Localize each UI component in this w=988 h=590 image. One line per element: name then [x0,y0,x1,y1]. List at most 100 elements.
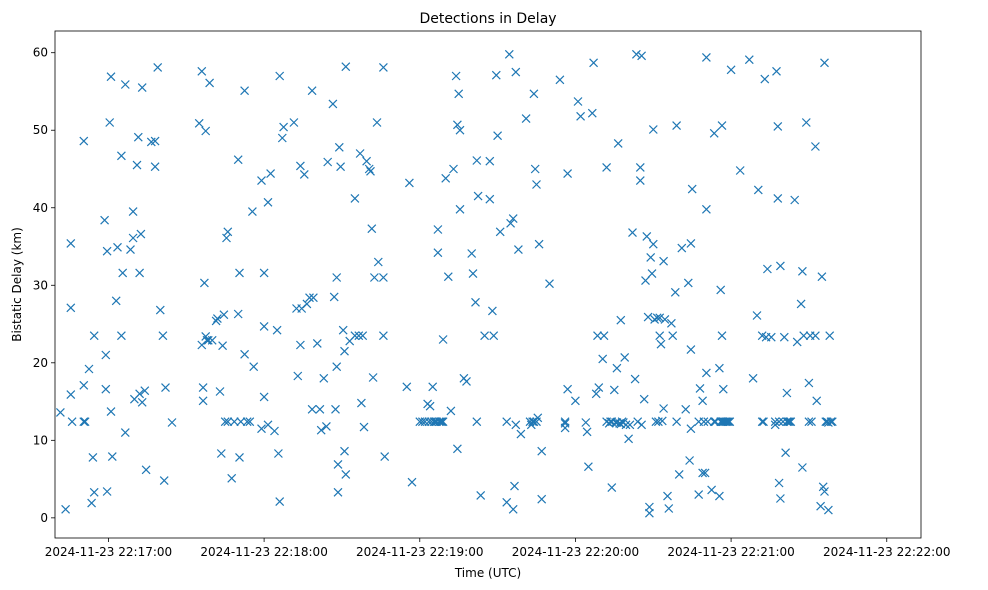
data-point-x-marker [366,166,375,176]
data-point-x-marker [717,121,727,131]
data-point-x-marker [441,173,451,183]
data-point-x-marker [455,204,465,214]
data-point-x-marker [820,58,829,68]
data-point-x-marker [656,339,666,349]
data-point-x-marker [582,427,592,437]
data-point-x-marker [599,331,609,341]
data-point-x-marker [229,417,239,427]
data-point-x-marker [508,504,518,514]
data-point-x-marker [407,477,417,487]
data-point-x-marker [153,62,163,72]
data-point-x-marker [616,315,626,325]
data-point-x-marker [340,446,349,456]
data-point-x-marker [451,71,461,81]
data-point-x-marker [773,193,783,203]
data-point-x-marker [775,261,785,271]
data-point-x-marker [436,417,445,427]
data-point-x-marker [493,131,503,141]
data-point-x-marker [718,384,728,394]
data-point-x-marker [249,362,259,372]
data-point-x-marker [102,246,112,256]
data-point-x-marker [709,128,719,138]
data-point-x-marker [495,227,505,237]
data-point-x-marker [266,169,276,179]
data-point-x-marker [101,350,111,360]
data-points [55,49,837,518]
data-point-x-marker [472,417,482,427]
data-point-x-marker [333,487,343,497]
data-point-x-marker [113,242,122,252]
data-point-x-marker [647,269,657,279]
data-point-x-marker [462,376,471,386]
data-point-x-marker [216,449,226,458]
data-point-x-marker [664,504,674,513]
data-point-x-marker [275,71,285,81]
data-point-x-marker [247,207,257,217]
data-point-x-marker [211,316,221,326]
data-point-x-marker [525,417,535,427]
x-tick-label: 2024-11-23 22:17:00 [45,545,172,559]
data-point-x-marker [140,386,150,396]
data-point-x-marker [158,331,168,341]
data-point-x-marker [583,462,593,472]
data-point-x-marker [107,452,117,462]
data-point-x-marker [89,331,99,341]
data-point-x-marker [560,417,570,427]
data-point-x-marker [372,118,382,127]
data-point-x-marker [66,238,76,248]
data-point-x-marker [726,65,736,75]
data-point-x-marker [621,420,631,430]
data-point-x-marker [341,469,351,479]
data-point-x-marker [135,268,145,278]
data-point-x-marker [652,313,662,323]
data-point-x-marker [472,156,482,165]
data-point-x-marker [321,421,331,431]
data-point-x-marker [161,383,170,393]
data-point-x-marker [135,389,145,399]
data-point-x-marker [663,491,672,501]
data-point-x-marker [354,331,364,341]
y-tick-label: 50 [33,123,48,137]
data-point-x-marker [79,417,89,427]
data-point-x-marker [790,195,800,205]
data-point-x-marker [797,266,807,276]
data-point-x-marker [703,417,713,427]
data-point-x-marker [511,67,521,77]
data-point-x-marker [358,331,368,341]
data-point-x-marker [637,51,647,61]
data-point-x-marker [587,108,597,118]
x-tick-label: 2024-11-23 22:20:00 [512,545,639,559]
data-point-x-marker [685,456,695,465]
data-point-x-marker [101,384,111,394]
data-point-x-marker [644,508,654,518]
data-point-x-marker [576,111,586,121]
data-point-x-marker [807,417,816,427]
data-point-x-marker [786,417,796,427]
data-point-x-marker [530,164,540,174]
data-point-x-marker [118,268,128,278]
data-point-x-marker [207,335,217,345]
data-point-x-marker [686,238,696,248]
data-point-x-marker [468,269,478,279]
data-point-x-marker [242,417,252,427]
data-point-x-marker [659,256,669,266]
data-point-x-marker [141,465,151,475]
data-point-x-marker [660,314,670,324]
data-point-x-marker [774,478,784,488]
data-point-x-marker [804,378,814,388]
data-point-x-marker [235,452,244,462]
data-point-x-marker [293,371,303,381]
data-point-x-marker [106,72,116,82]
data-point-x-marker [797,463,807,472]
data-point-x-marker [116,151,126,161]
data-point-x-marker [67,417,77,427]
data-point-x-marker [331,404,340,414]
data-point-x-marker [666,318,676,328]
data-point-x-marker [364,164,374,174]
data-point-x-marker [635,162,645,172]
data-point-x-marker [332,273,342,282]
data-point-x-marker [307,86,317,96]
data-point-x-marker [799,331,809,341]
data-point-x-marker [648,239,658,249]
data-point-x-marker [428,382,438,392]
